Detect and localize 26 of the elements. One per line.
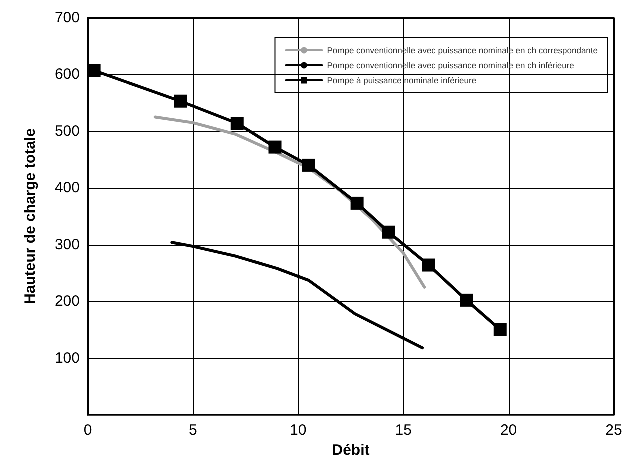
point xyxy=(230,116,244,130)
y-axis-title: Hauteur de charge totale xyxy=(22,128,39,304)
point xyxy=(350,196,364,210)
point xyxy=(174,94,188,108)
x-tick-label: 10 xyxy=(290,422,307,439)
point xyxy=(268,140,282,154)
y-tick-label: 700 xyxy=(54,10,80,26)
x-tick-label: 25 xyxy=(606,422,622,439)
x-tick-label: 15 xyxy=(395,422,412,439)
y-tick-label: 400 xyxy=(54,180,80,197)
x-tick-label: 20 xyxy=(500,422,518,439)
x-tick-label: 0 xyxy=(84,422,92,439)
legend-label: Pompe à puissance nominale inférieure xyxy=(327,76,477,86)
point xyxy=(88,64,101,78)
point xyxy=(460,294,474,307)
y-tick-label: 100 xyxy=(54,350,80,367)
point xyxy=(422,258,436,272)
y-tick-label: 200 xyxy=(54,293,80,310)
x-tick-label: 5 xyxy=(189,422,198,439)
point xyxy=(302,158,316,172)
y-tick-label: 600 xyxy=(54,66,80,84)
x-axis-title: Débit xyxy=(332,442,370,459)
point xyxy=(382,226,396,239)
point xyxy=(494,323,507,336)
y-tick-label: 300 xyxy=(54,236,80,254)
y-tick-label: 500 xyxy=(54,122,80,140)
